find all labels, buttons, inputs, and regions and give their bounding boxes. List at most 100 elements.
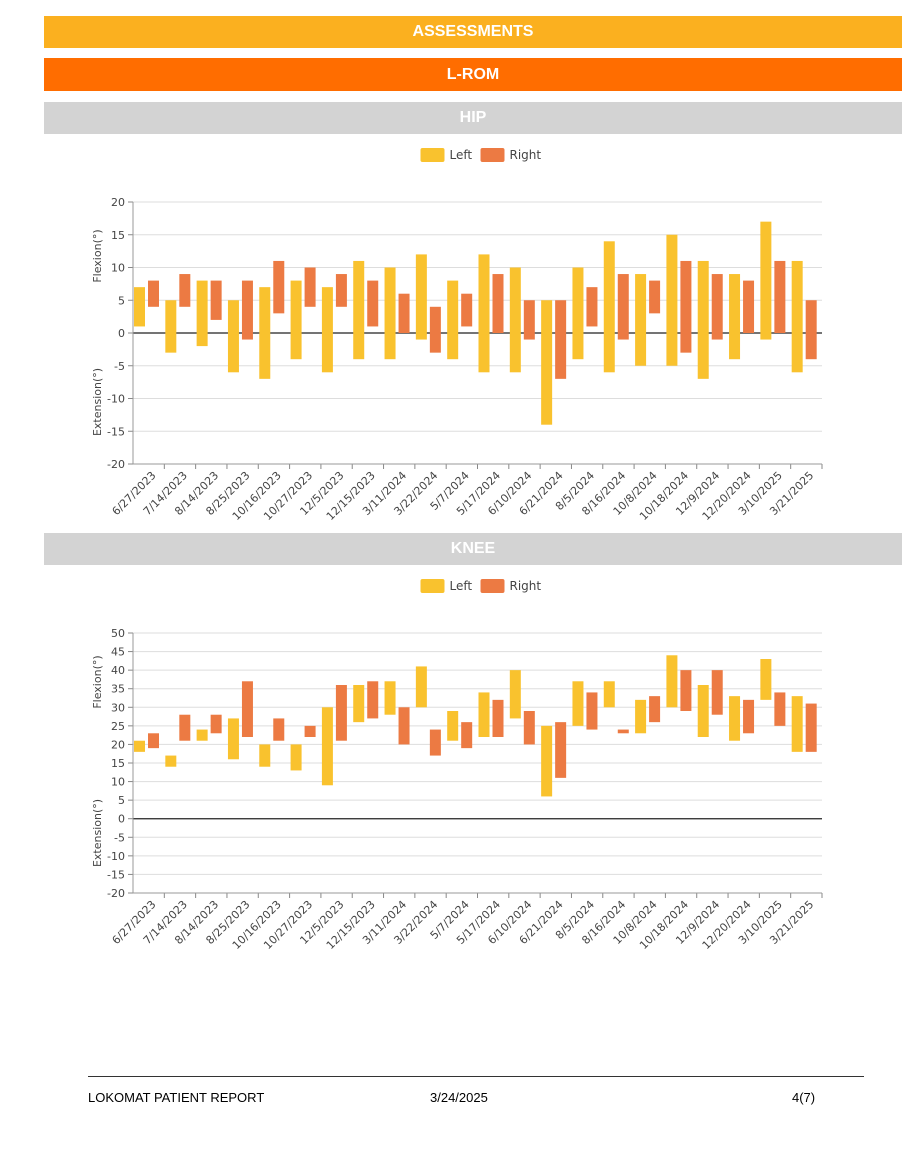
y-axis-title-flexion: Flexion(°) (91, 229, 104, 282)
y-tick-label: -20 (107, 458, 125, 471)
y-tick-label: 10 (111, 262, 125, 275)
footer-date: 3/24/2025 (430, 1090, 488, 1105)
bar-right (241, 280, 253, 340)
bar-left (572, 681, 584, 726)
bar-right (398, 707, 410, 745)
y-tick-label: -5 (114, 831, 125, 844)
bar-right (774, 692, 786, 726)
bar-right (335, 274, 347, 307)
bar-left (478, 254, 490, 373)
y-tick-label: 20 (111, 196, 125, 209)
legend-swatch-left (420, 579, 445, 593)
y-tick-label: 45 (111, 646, 125, 659)
bar-left (196, 280, 208, 347)
bar-right (680, 670, 692, 711)
bar-right (148, 733, 159, 749)
bar-right (304, 725, 316, 737)
bar-right (461, 722, 473, 749)
bar-left (603, 241, 615, 373)
bar-left (227, 718, 239, 760)
bar-left (321, 707, 333, 786)
bar-right (179, 274, 191, 307)
hip-chart: Left Right 20 15 10 5 0 -5 -10 -15 -20 Flexion(°) Ex… (91, 148, 823, 523)
y-tick-label: 0 (118, 327, 125, 340)
bar-right (743, 280, 755, 333)
y-tick-label: 30 (111, 701, 125, 714)
bar-left (603, 681, 615, 708)
bar-right (711, 274, 723, 340)
bar-right (805, 300, 817, 360)
bar-right (711, 670, 723, 715)
knee-chart: Left Right50454035302520151050-5-10-15-20… (91, 579, 823, 952)
bar-right (492, 274, 504, 333)
knee-header: KNEE (44, 533, 902, 565)
bar-right (148, 280, 159, 307)
bar-right (555, 300, 567, 379)
y-axis-title-flexion: Flexion(°) (91, 655, 104, 708)
bar-left (259, 287, 271, 379)
footer-divider (88, 1076, 864, 1077)
bar-right (179, 714, 191, 741)
bar-right (273, 718, 285, 741)
bar-left (635, 274, 647, 366)
bar-right (649, 280, 661, 314)
bar-right (429, 306, 441, 353)
bar-left (290, 744, 302, 771)
legend: Left Right (420, 579, 541, 593)
bar-right (523, 300, 535, 340)
bar-left (290, 280, 302, 360)
hip-header: HIP (44, 102, 902, 134)
y-tick-label: -10 (107, 850, 125, 863)
y-tick-label: -5 (114, 360, 125, 373)
bar-left (384, 267, 396, 360)
bar-left (447, 711, 459, 741)
bar-right (304, 267, 316, 307)
bar-left (509, 670, 521, 719)
bar-left (666, 655, 678, 708)
legend-swatch-right (480, 148, 505, 162)
bar-left (415, 254, 427, 340)
bar-left (760, 659, 772, 700)
bar-left (791, 696, 803, 752)
y-tick-label: 40 (111, 664, 125, 677)
bar-left (666, 234, 678, 366)
bar-right (805, 703, 817, 752)
bar-left (541, 300, 553, 425)
y-tick-label: 15 (111, 229, 125, 242)
bar-left (353, 685, 365, 723)
y-axis-title-extension: Extension(°) (91, 368, 104, 436)
bar-left (509, 267, 521, 373)
bar-left (415, 666, 427, 708)
bar-right (335, 685, 347, 741)
bar-left (447, 280, 459, 360)
footer-title: LOKOMAT PATIENT REPORT (88, 1090, 265, 1105)
bar-left (134, 287, 145, 327)
legend: Left Right (420, 148, 541, 162)
lrom-header: L-ROM (44, 58, 902, 91)
y-tick-label: 0 (118, 813, 125, 826)
bar-left (478, 692, 490, 737)
y-tick-label: -10 (107, 393, 125, 406)
bar-right (523, 711, 535, 745)
legend-swatch-left (420, 148, 445, 162)
bar-left (760, 221, 772, 340)
bar-right (586, 692, 598, 730)
bar-right (273, 260, 285, 314)
y-tick-label: 50 (111, 627, 125, 640)
assessments-header: ASSESSMENTS (44, 16, 902, 48)
bar-right (617, 729, 629, 734)
bar-left (697, 685, 709, 737)
y-tick-label: 35 (111, 683, 125, 696)
y-tick-label: 20 (111, 738, 125, 751)
bar-left (353, 260, 365, 360)
bar-left (572, 267, 584, 360)
bar-left (541, 725, 553, 797)
y-tick-label: -20 (107, 887, 125, 900)
bar-right (586, 287, 598, 327)
y-tick-label: -15 (107, 868, 125, 881)
footer-page: 4(7) (792, 1090, 816, 1105)
y-tick-label: 25 (111, 720, 125, 733)
bar-left (729, 696, 741, 741)
bar-right (743, 699, 755, 734)
bar-right (367, 681, 379, 719)
